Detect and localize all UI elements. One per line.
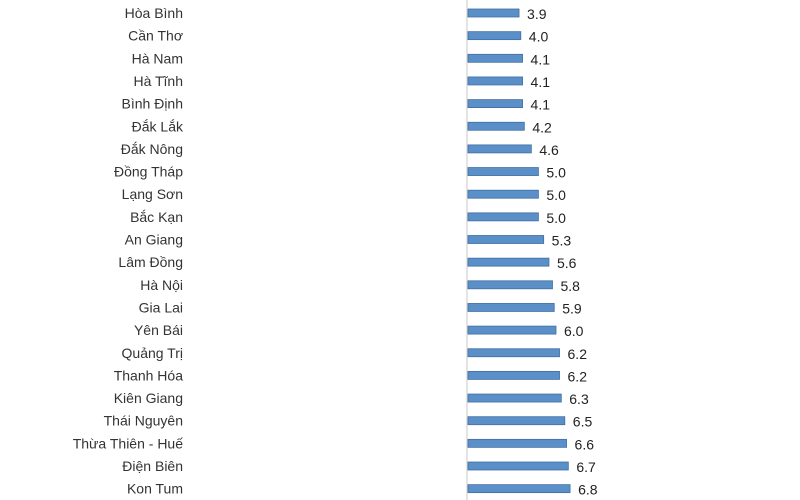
bar — [467, 416, 566, 426]
bar — [467, 189, 539, 199]
category-label: Quảng Trị — [122, 345, 183, 361]
bar — [467, 461, 569, 471]
category-label: Lâm Đồng — [118, 254, 183, 270]
category-label: Hòa Bình — [125, 5, 183, 21]
value-label: 4.0 — [529, 29, 549, 45]
bar — [467, 235, 545, 244]
bar — [467, 393, 562, 403]
bars-layer — [467, 8, 571, 494]
category-label: Thanh Hóa — [114, 367, 183, 383]
bar — [467, 325, 557, 335]
bar — [467, 167, 539, 176]
category-label: Hà Tĩnh — [133, 73, 183, 89]
category-labels: Hòa Bình Cần Thơ Hà Nam Hà Tĩnh Bình Định Đắk… — [73, 5, 184, 497]
value-labels: 3.9 4.0 4.1 4.1 4.1 4.2 4.6 5.0 5.0 5.0 5.3 5.6 5.8 5… — [527, 6, 598, 498]
value-label: 6.3 — [569, 391, 589, 407]
value-label: 6.6 — [575, 436, 595, 452]
value-label: 6.5 — [573, 414, 593, 430]
value-label: 4.2 — [532, 119, 552, 135]
category-label: Thái Nguyên — [104, 413, 183, 429]
value-label: 6.8 — [578, 482, 598, 498]
bar — [467, 76, 523, 86]
category-label: Bắc Kạn — [130, 209, 183, 225]
bar — [467, 438, 567, 448]
category-label: Đồng Tháp — [114, 164, 183, 180]
category-label: Gia Lai — [139, 299, 183, 315]
bar — [467, 31, 522, 41]
category-label: Yên Bái — [134, 322, 183, 338]
category-label: An Giang — [125, 232, 183, 248]
bar — [467, 53, 523, 63]
category-label: Hà Nội — [140, 277, 183, 293]
category-label: Kon Tum — [127, 481, 183, 497]
bar — [467, 484, 571, 494]
category-label: Đắk Nông — [121, 141, 183, 157]
bar — [467, 212, 539, 222]
value-label: 5.9 — [562, 300, 582, 316]
value-label: 6.2 — [568, 368, 588, 384]
value-label: 6.2 — [568, 346, 588, 362]
value-label: 5.6 — [557, 255, 577, 271]
category-label: Kiên Giang — [114, 390, 183, 406]
bar — [467, 280, 553, 290]
category-label: Đắk Lắk — [132, 118, 184, 134]
value-label: 5.0 — [546, 210, 566, 226]
category-label: Bình Định — [122, 96, 183, 112]
value-label: 4.1 — [531, 74, 551, 90]
category-label: Hà Nam — [132, 50, 183, 66]
value-label: 5.8 — [560, 278, 580, 294]
bar — [467, 121, 525, 131]
category-label: Lạng Sơn — [122, 186, 183, 202]
bar — [467, 144, 532, 154]
value-label: 4.1 — [531, 51, 551, 67]
value-label: 6.7 — [576, 459, 596, 475]
value-label: 5.3 — [552, 233, 572, 249]
value-label: 4.1 — [531, 97, 551, 113]
bar — [467, 370, 560, 380]
category-label: Điện Biên — [122, 458, 183, 474]
bar — [467, 303, 555, 312]
value-label: 6.0 — [564, 323, 584, 339]
category-label: Thừa Thiên - Huế — [73, 435, 183, 451]
value-label: 5.0 — [546, 187, 566, 203]
category-label: Cần Thơ — [128, 28, 183, 44]
bar — [467, 348, 560, 358]
value-label: 3.9 — [527, 6, 547, 22]
value-label: 5.0 — [546, 165, 566, 181]
bar — [467, 99, 523, 108]
bar — [467, 257, 550, 267]
bar — [467, 8, 520, 18]
value-label: 4.6 — [539, 142, 559, 158]
